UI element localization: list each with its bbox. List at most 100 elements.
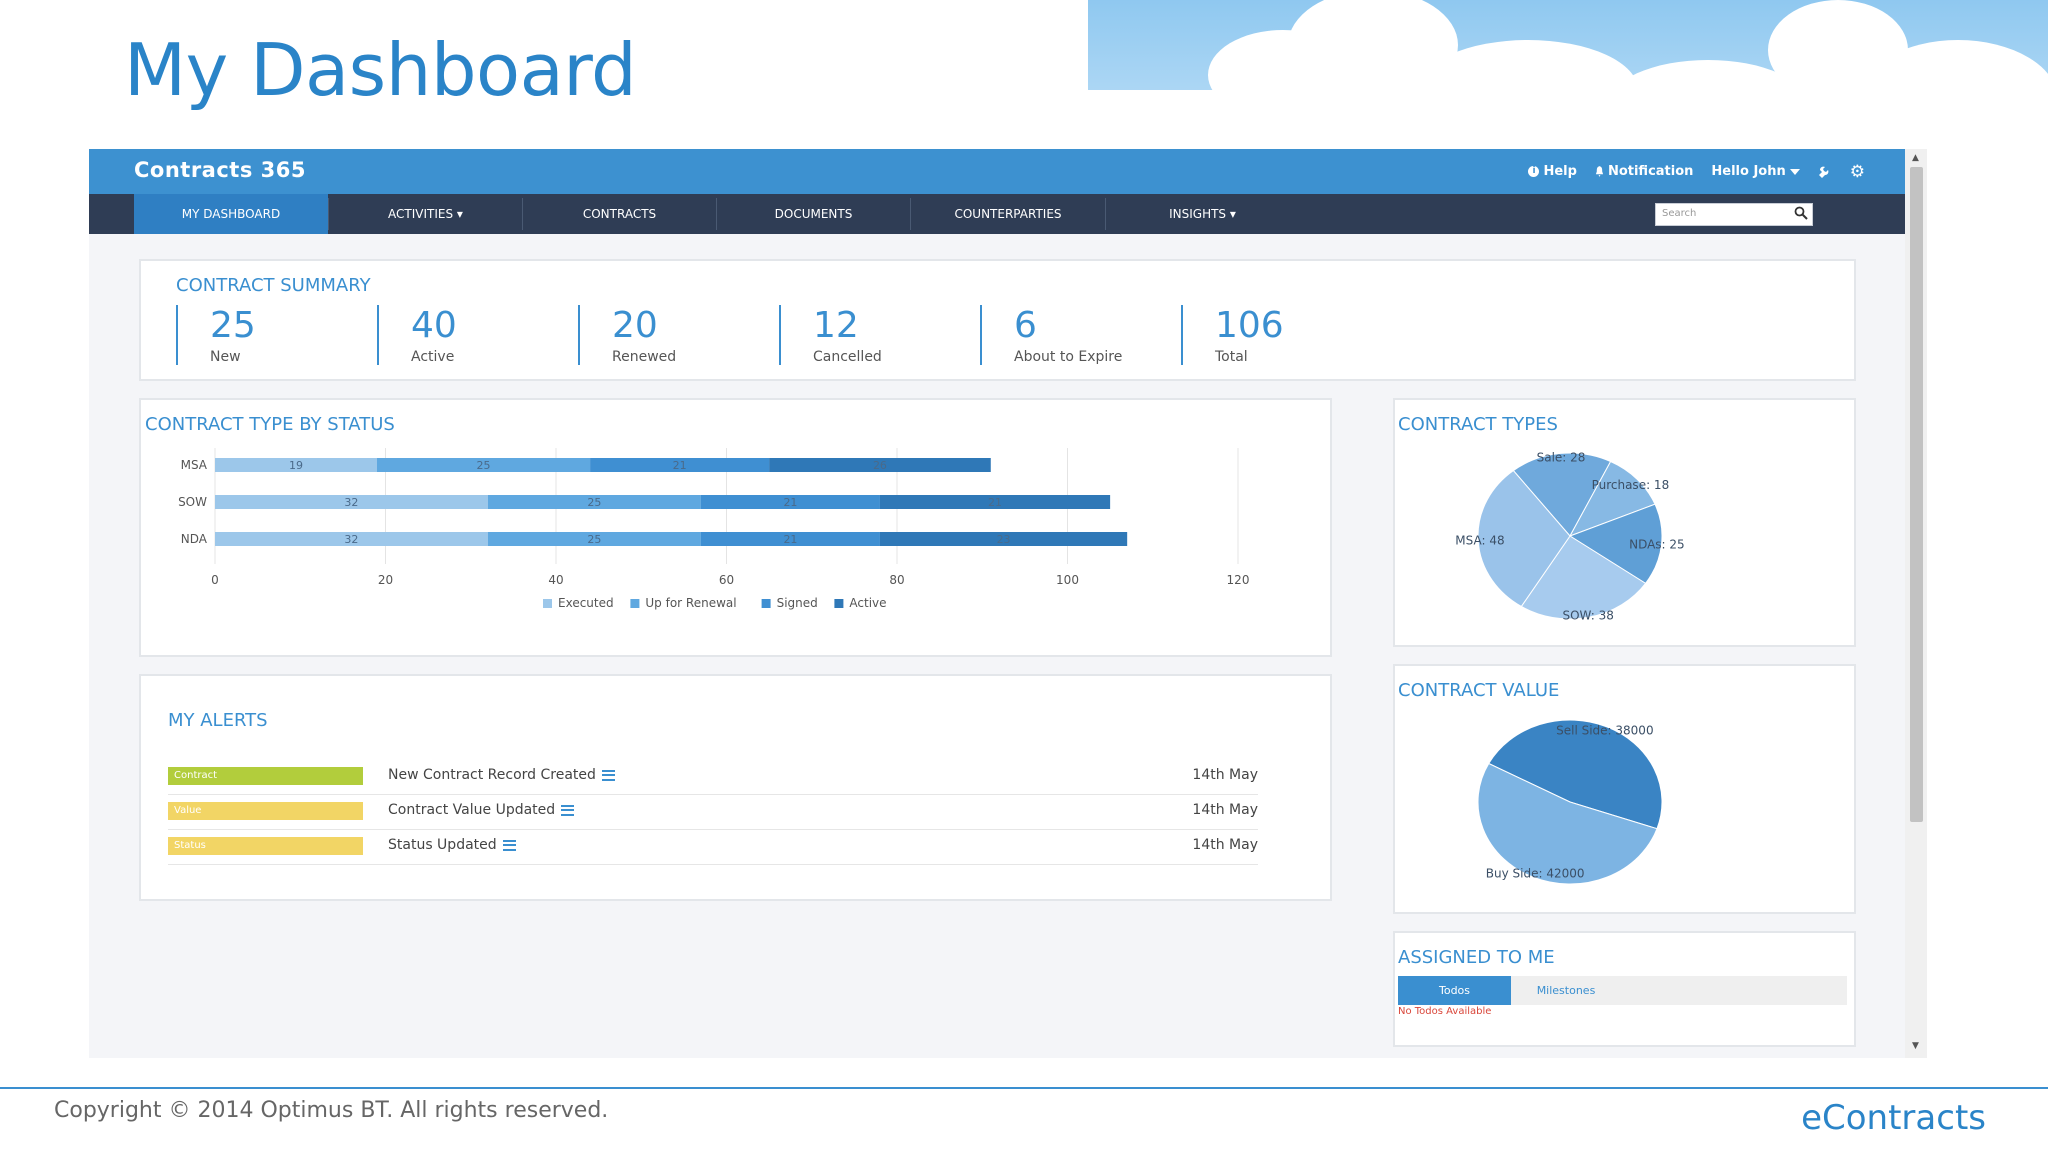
stat-label: Total (1215, 349, 1248, 365)
contract-types-card: CONTRACT TYPES Sale: 28 Purchase: 18 NDAs:… (1393, 398, 1856, 647)
pie-slice-label: Sale: 28 (1537, 451, 1586, 465)
tab-milestones[interactable]: Milestones (1536, 984, 1596, 997)
nav-activities[interactable]: ACTIVITIES ▾ (388, 207, 463, 221)
chart-title: CONTRACT VALUE (1398, 680, 1560, 701)
nav-divider (910, 198, 911, 230)
pie-slice-label: NDAs: 25 (1629, 537, 1685, 551)
x-tick-label: 120 (1227, 573, 1250, 587)
contract-value-card: CONTRACT VALUE Sell Side: 38000 Buy Side:… (1393, 664, 1856, 914)
alert-row[interactable]: Status Status Updated 14th May (168, 830, 1258, 865)
pie-slice (1512, 452, 1612, 537)
nav-counterparties[interactable]: COUNTERPARTIES (954, 207, 1062, 221)
pie-slice (1520, 535, 1647, 620)
info-icon: i (1528, 166, 1540, 177)
gear-icon[interactable]: ⚙ (1849, 161, 1865, 182)
pie-slice (1477, 469, 1571, 608)
alert-row[interactable]: Contract New Contract Record Created 14t… (168, 760, 1258, 795)
user-greeting: Hello John (1711, 164, 1786, 179)
x-tick-label: 0 (211, 573, 219, 587)
stat-label: Active (411, 349, 455, 365)
nav-documents[interactable]: DOCUMENTS (774, 207, 853, 221)
pie-slice (1477, 762, 1658, 885)
y-tick-label: NDA (181, 532, 208, 546)
my-alerts-card: MY ALERTS Contract New Contract Record C… (139, 674, 1332, 901)
bar (376, 458, 591, 472)
stat-renewed[interactable]: 20 Renewed (578, 305, 778, 365)
stat-new[interactable]: 25 New (176, 305, 376, 365)
bar (215, 458, 377, 472)
wrench-icon[interactable] (1818, 165, 1832, 179)
nav-divider (328, 198, 329, 230)
chart-title: CONTRACT TYPES (1398, 414, 1558, 435)
stat-label: About to Expire (1014, 349, 1123, 365)
bar (215, 495, 488, 509)
bar (487, 532, 701, 546)
alert-tag: Status (168, 837, 363, 855)
assigned-tabs: Todos Milestones (1398, 976, 1847, 1005)
scroll-up-arrow[interactable]: ▲ (1912, 153, 1919, 163)
alert-message: New Contract Record Created (388, 767, 596, 783)
bar (879, 495, 1111, 509)
pie-slice (1568, 460, 1656, 537)
search-icon[interactable] (1794, 206, 1808, 220)
stat-total[interactable]: 106 Total (1181, 305, 1381, 365)
stacked-bar-chart: 0 20 40 60 80 100 120 MSA 19 25 21 26 SOW 32 25 21 21 NDA… (178, 448, 1250, 610)
pie-slice-label: MSA: 48 (1455, 533, 1504, 547)
scroll-thumb[interactable] (1910, 167, 1923, 822)
user-menu[interactable]: Hello John (1711, 164, 1800, 179)
nav-contracts[interactable]: CONTRACTS (582, 207, 657, 221)
bell-icon (1595, 166, 1604, 177)
x-tick-label: 40 (548, 573, 563, 587)
alert-tag: Value (168, 802, 363, 820)
pie-slice-label: Buy Side: 42000 (1486, 866, 1585, 880)
legend-swatch (630, 599, 640, 608)
vertical-scrollbar[interactable]: ▲ ▼ (1905, 149, 1927, 1058)
bar-value-label: 32 (344, 533, 358, 546)
menu-icon[interactable] (561, 804, 575, 816)
bar (700, 532, 880, 546)
stat-about-to-expire[interactable]: 6 About to Expire (980, 305, 1180, 365)
scroll-down-arrow[interactable]: ▼ (1912, 1041, 1919, 1051)
menu-icon[interactable] (601, 769, 615, 781)
bar (590, 458, 770, 472)
help-label: Help (1543, 164, 1577, 179)
pie-slice-label: Sell Side: 38000 (1556, 724, 1653, 738)
main-nav: MY DASHBOARD ACTIVITIES ▾ CONTRACTS DOCU… (89, 194, 1905, 234)
nav-insights[interactable]: INSIGHTS ▾ (1169, 207, 1236, 221)
alert-row[interactable]: Value Contract Value Updated 14th May (168, 795, 1258, 830)
search-input[interactable]: Search (1655, 203, 1813, 226)
stat-cancelled[interactable]: 12 Cancelled (779, 305, 979, 365)
pie-slice (1568, 503, 1663, 585)
x-tick-label: 100 (1056, 573, 1079, 587)
alert-text: Status Updated (388, 837, 516, 853)
top-bar: Contracts 365 i Help Notification Hello … (89, 149, 1905, 194)
bar (879, 532, 1128, 546)
alert-tag: Contract (168, 767, 363, 785)
legend-swatch (543, 599, 552, 608)
notification-link[interactable]: Notification (1595, 164, 1693, 179)
legend-label: Active (849, 596, 886, 610)
bar-value-label: 32 (344, 496, 358, 509)
help-link[interactable]: i Help (1528, 164, 1577, 179)
stat-value: 40 (411, 305, 457, 346)
alert-message: Status Updated (388, 837, 497, 853)
pie-slice (1488, 719, 1663, 830)
y-tick-label: SOW (178, 495, 207, 509)
nav-my-dashboard[interactable]: MY DASHBOARD (134, 194, 328, 234)
bar (700, 495, 880, 509)
app-brand[interactable]: Contracts 365 (134, 158, 306, 182)
bar-value-label: 23 (997, 533, 1011, 546)
stat-active[interactable]: 40 Active (377, 305, 577, 365)
search-placeholder: Search (1662, 208, 1697, 219)
notification-label: Notification (1607, 164, 1694, 179)
nav-divider (522, 198, 523, 230)
stat-value: 20 (612, 305, 658, 346)
copyright-text: Copyright © 2014 Optimus BT. All rights … (54, 1098, 609, 1123)
tab-todos[interactable]: Todos (1398, 976, 1511, 1005)
bar-value-label: 19 (289, 459, 303, 472)
menu-icon[interactable] (502, 839, 516, 851)
legend-label: Signed (777, 596, 818, 610)
stat-value: 106 (1215, 305, 1284, 346)
assigned-to-me-card: ASSIGNED TO ME Todos Milestones No Todos… (1393, 931, 1856, 1047)
